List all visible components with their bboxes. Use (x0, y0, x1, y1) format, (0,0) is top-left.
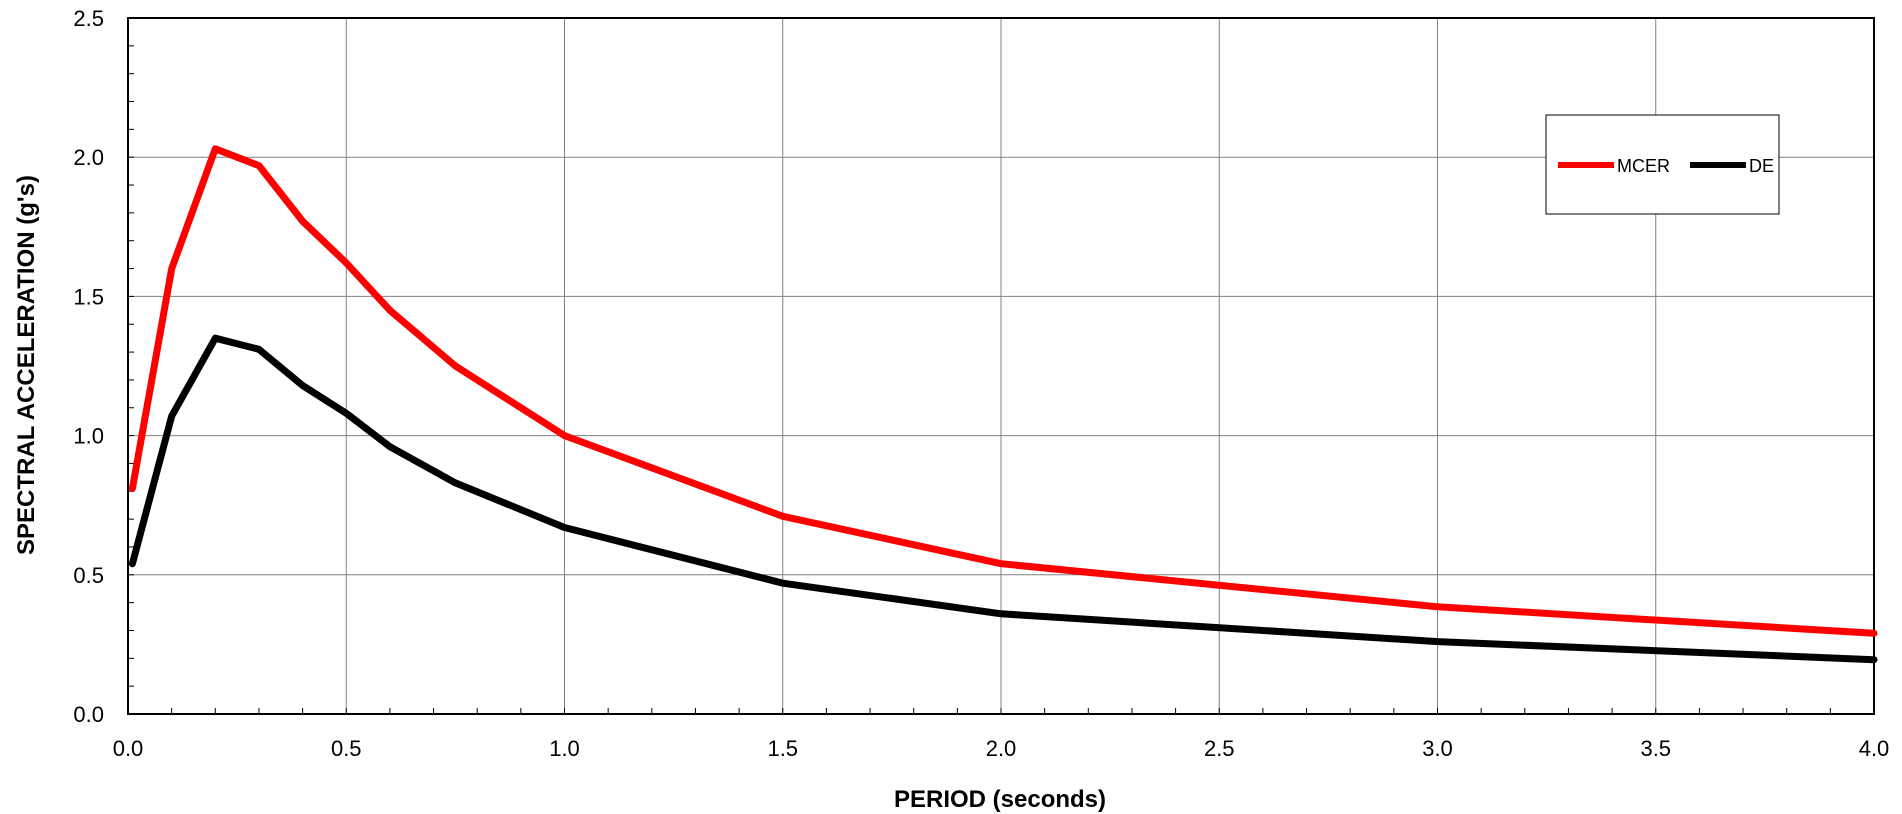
x-tick-label: 0.0 (113, 736, 144, 761)
series-line-de (128, 334, 1878, 664)
x-tick-label: 4.0 (1859, 736, 1890, 761)
legend-label-mcer: MCER (1617, 156, 1670, 176)
y-tick-label: 0.0 (73, 702, 104, 727)
x-tick-label: 2.5 (1204, 736, 1235, 761)
plot-area (127, 17, 1875, 715)
series-lines (128, 145, 1878, 664)
x-tick-label: 1.5 (767, 736, 798, 761)
x-tick-label: 0.5 (331, 736, 362, 761)
x-tick-label: 3.0 (1422, 736, 1453, 761)
y-axis-title: SPECTRAL ACCELERATION (g's) (13, 175, 40, 555)
x-tick-labels: 0.0 0.5 1.0 1.5 2.0 2.5 3.0 3.5 4.0 (113, 736, 1890, 761)
series-line-mcer (128, 145, 1878, 637)
y-tick-label: 2.0 (73, 145, 104, 170)
y-tick-labels: 0.0 0.5 1.0 1.5 2.0 2.5 (73, 6, 104, 727)
x-axis-title: PERIOD (seconds) (894, 786, 1106, 813)
x-tick-label: 1.0 (549, 736, 580, 761)
legend: MCER DE (1545, 114, 1780, 215)
y-tick-label: 0.5 (73, 563, 104, 588)
legend-label-de: DE (1749, 156, 1774, 176)
y-tick-label: 1.5 (73, 284, 104, 309)
y-tick-label: 2.5 (73, 6, 104, 31)
x-tick-label: 2.0 (986, 736, 1017, 761)
y-tick-label: 1.0 (73, 424, 104, 449)
x-tick-label: 3.5 (1640, 736, 1671, 761)
